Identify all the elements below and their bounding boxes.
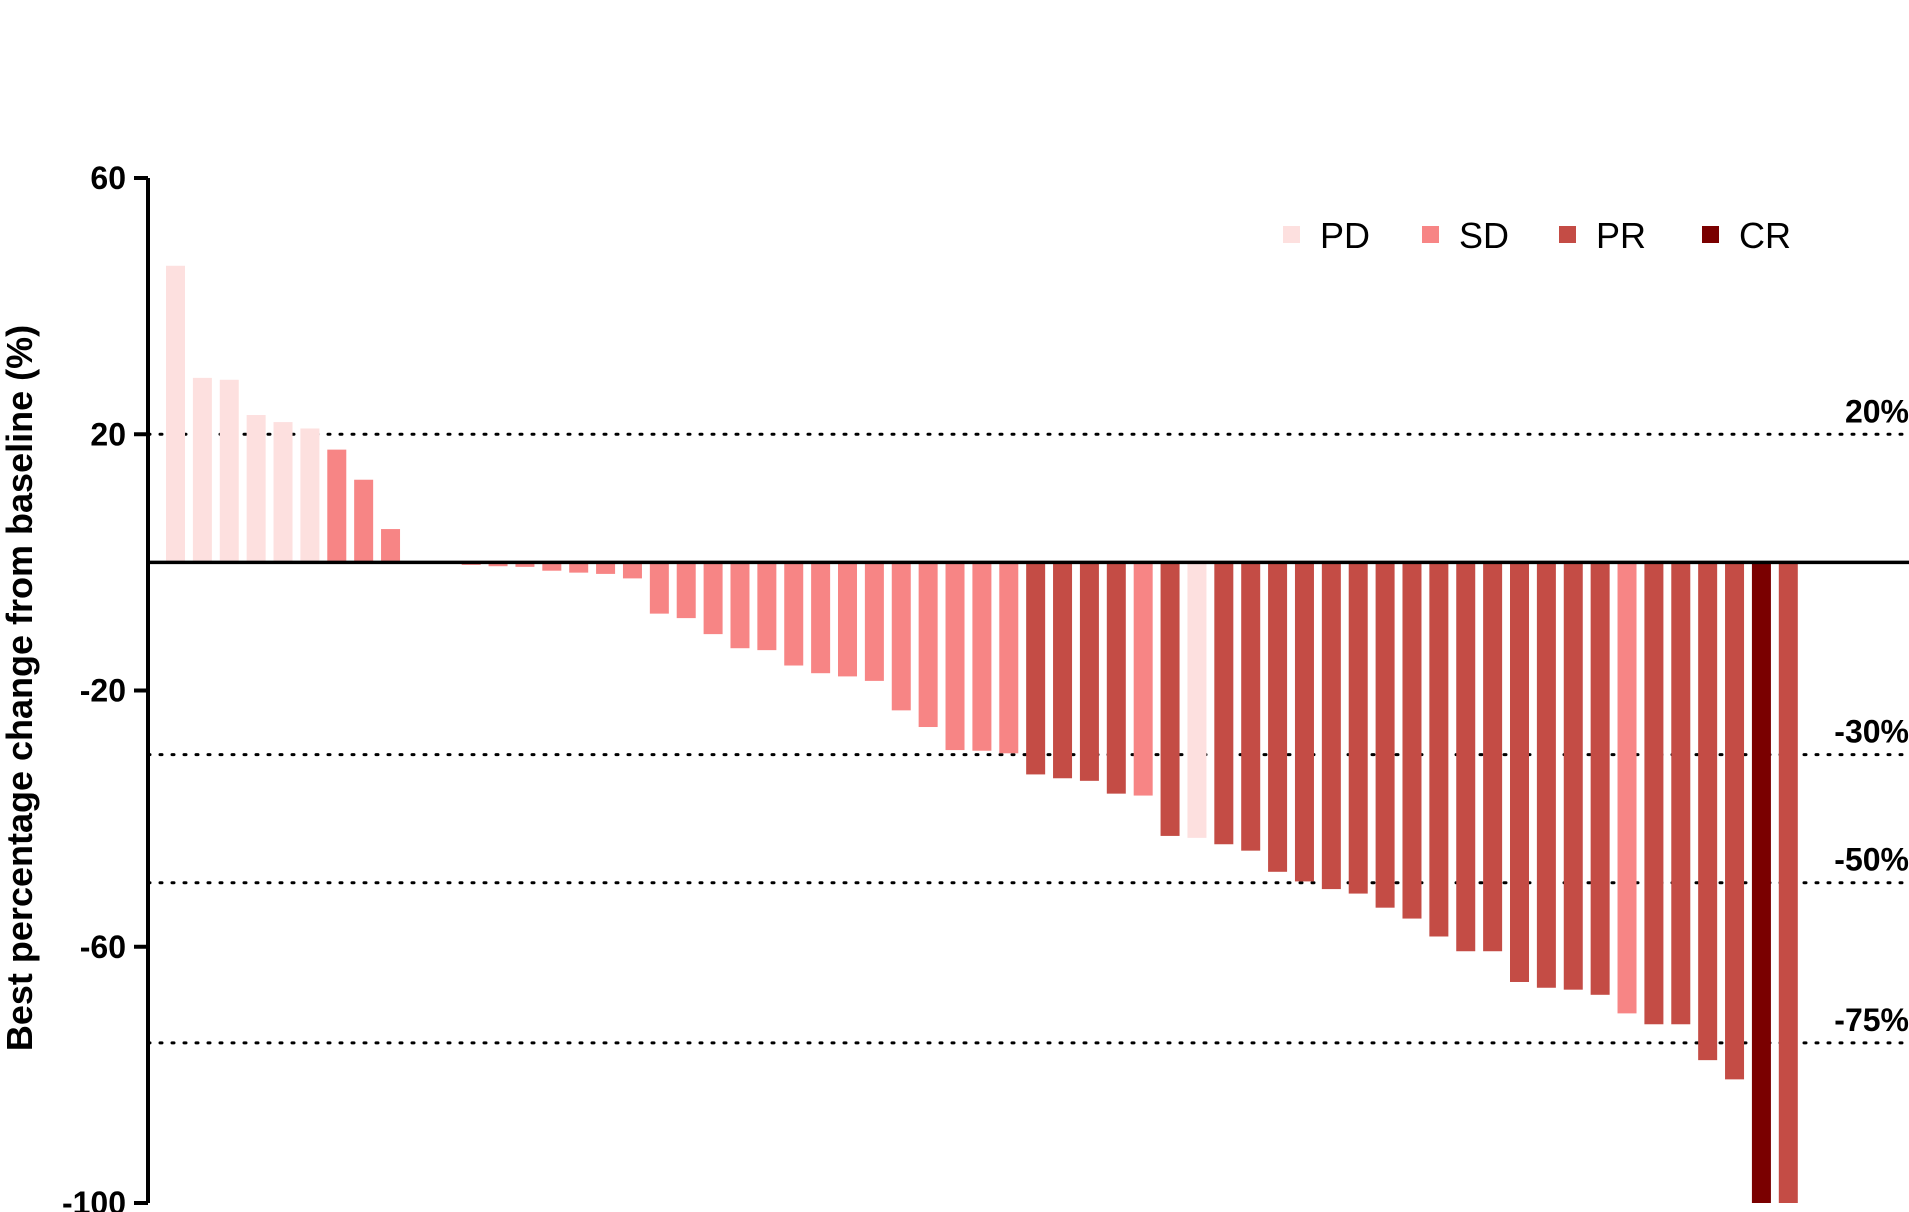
bar-pr	[1590, 562, 1610, 995]
bar-pr	[1671, 562, 1691, 1025]
bar-pr	[1160, 562, 1180, 836]
legend-swatch-cr	[1702, 226, 1719, 243]
bar-pd	[166, 265, 185, 563]
bar-pr	[1510, 562, 1529, 982]
bar-sd	[703, 562, 723, 635]
legend-swatch-sd	[1422, 226, 1439, 243]
legend-swatch-pr	[1559, 226, 1576, 243]
bar-sd	[864, 562, 884, 681]
bar-sd	[730, 562, 750, 649]
bar-pr	[1483, 562, 1503, 952]
y-tick-label: -60	[80, 929, 126, 965]
bar-pr	[1214, 562, 1234, 845]
bar-pd	[300, 428, 320, 563]
bar-pr	[1106, 562, 1126, 794]
reference-line-label: -30%	[1834, 714, 1909, 750]
bar-sd	[999, 562, 1019, 754]
bar-sd	[838, 562, 857, 677]
bar-pr	[1026, 562, 1046, 775]
y-tick-label: -20	[80, 673, 126, 709]
bar-pr	[1321, 562, 1341, 890]
bar-pr	[1778, 562, 1798, 1203]
bar-pd	[219, 379, 239, 563]
legend-label-pr: PR	[1596, 215, 1646, 256]
bar-cr	[1751, 562, 1771, 1203]
bar-pr	[1456, 562, 1476, 952]
bar-sd	[811, 562, 831, 674]
y-tick-label: 20	[90, 416, 126, 452]
axes: 60 20 -20 -60 -100	[62, 160, 1909, 1212]
bar-sd	[515, 562, 535, 567]
bar-pd	[192, 377, 212, 563]
bar-sd	[945, 562, 965, 751]
bar-sd	[649, 562, 669, 614]
legend-swatch-pd	[1283, 226, 1300, 243]
reference-line-label: -75%	[1834, 1002, 1909, 1038]
bar-sd	[488, 562, 508, 567]
reference-line-label: 20%	[1845, 393, 1909, 429]
bar-sd	[757, 562, 777, 651]
reference-lines: 20% -30% -50% -75%	[146, 393, 1909, 1045]
legend-label-cr: CR	[1739, 215, 1791, 256]
bars	[166, 265, 1798, 1203]
legend-label-pd: PD	[1320, 215, 1370, 256]
bar-sd	[569, 562, 589, 573]
bar-sd	[1617, 562, 1637, 1014]
bar-sd	[622, 562, 642, 579]
bar-sd	[596, 562, 616, 574]
bar-pr	[1294, 562, 1314, 882]
bar-sd	[972, 562, 992, 751]
bar-pr	[1536, 562, 1556, 988]
bar-pr	[1079, 562, 1099, 781]
bar-pr	[1268, 562, 1288, 872]
reference-line-label: -50%	[1834, 842, 1909, 878]
bar-pr	[1429, 562, 1449, 937]
bar-pr	[1563, 562, 1583, 990]
bar-pr	[1348, 562, 1368, 894]
bar-pr	[1402, 562, 1422, 919]
bar-sd	[1133, 562, 1153, 796]
bar-pr	[1698, 562, 1718, 1061]
bar-sd	[327, 449, 347, 563]
bar-pr	[1725, 562, 1745, 1080]
bar-pr	[1053, 562, 1073, 779]
legend: PD SD PR CR	[1283, 215, 1791, 256]
bar-pr	[1241, 562, 1261, 851]
bar-pd	[1187, 562, 1207, 838]
bar-sd	[354, 479, 374, 563]
bar-sd	[891, 562, 911, 711]
bar-pd	[273, 422, 293, 563]
bar-pd	[246, 415, 266, 563]
bar-sd	[542, 562, 562, 571]
bar-pr	[1644, 562, 1664, 1025]
y-tick-label: 60	[90, 160, 126, 196]
bar-sd	[381, 529, 401, 563]
bar-sd	[918, 562, 938, 728]
y-tick-label: -100	[62, 1185, 126, 1212]
legend-label-sd: SD	[1459, 215, 1509, 256]
bar-sd	[784, 562, 804, 666]
bar-pr	[1375, 562, 1395, 908]
y-axis-label: Best percentage change from baseline (%)	[0, 325, 40, 1051]
bar-sd	[676, 562, 696, 619]
